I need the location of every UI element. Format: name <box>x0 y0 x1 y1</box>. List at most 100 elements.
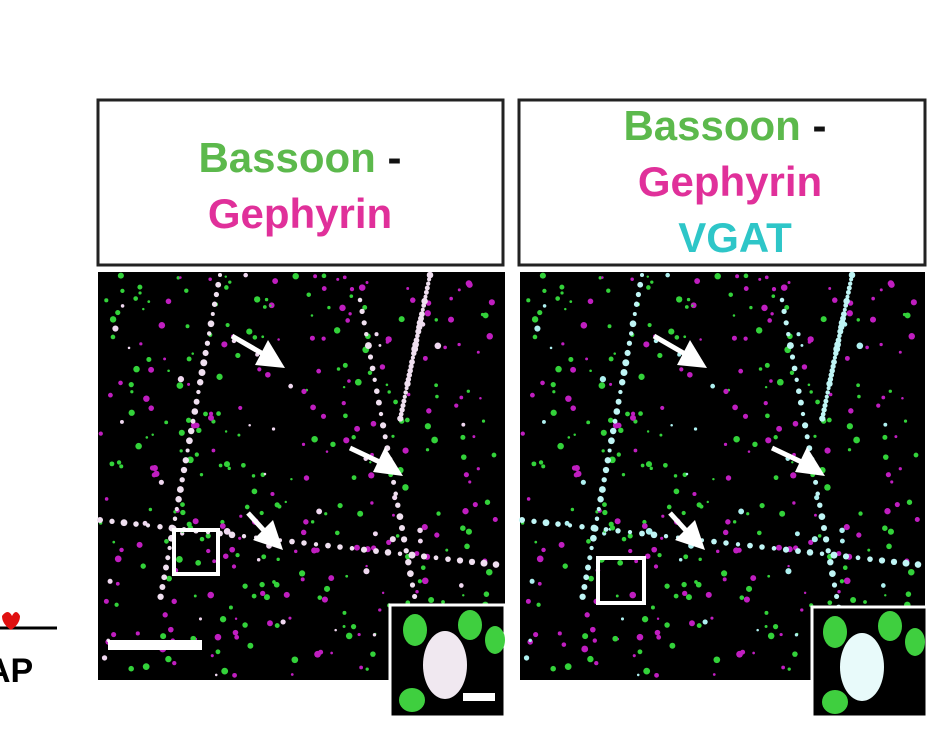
punctum <box>712 673 716 676</box>
punctum <box>702 619 708 625</box>
punctum <box>743 273 749 279</box>
punctum <box>725 519 731 525</box>
punctum <box>342 362 348 368</box>
punctum <box>300 577 305 582</box>
punctum <box>580 479 586 485</box>
punctum <box>276 557 280 562</box>
punctum <box>811 536 818 543</box>
punctum <box>434 318 438 322</box>
punctum <box>759 544 765 550</box>
punctum <box>232 672 237 678</box>
punctum <box>621 536 627 542</box>
punctum <box>327 305 331 310</box>
punctum <box>887 528 894 535</box>
punctum <box>642 519 647 525</box>
punctum <box>555 521 561 527</box>
marker <box>2 612 20 630</box>
punctum <box>290 477 293 481</box>
punctum <box>404 380 411 387</box>
punctum <box>198 369 206 376</box>
punctum <box>228 605 233 610</box>
punctum <box>417 579 423 584</box>
punctum <box>794 531 800 537</box>
punctum <box>654 672 659 678</box>
punctum <box>159 584 166 590</box>
punctum <box>692 491 697 497</box>
punctum <box>449 296 453 301</box>
punctum <box>532 334 538 340</box>
punctum <box>646 285 651 290</box>
punctum <box>128 665 134 672</box>
punctum <box>560 291 564 295</box>
punctum <box>234 617 238 620</box>
punctum <box>813 479 819 485</box>
punctum <box>109 316 117 323</box>
punctum <box>552 390 556 394</box>
punctum <box>679 367 684 372</box>
punctum <box>414 551 420 557</box>
punctum <box>684 305 689 309</box>
punctum <box>637 281 644 288</box>
punctum <box>224 285 229 290</box>
punctum <box>539 272 546 279</box>
punctum <box>267 620 273 627</box>
punctum <box>425 448 430 452</box>
punctum <box>855 555 861 561</box>
punctum <box>462 594 465 597</box>
punctum <box>903 419 908 423</box>
punctum <box>133 521 139 527</box>
punctum <box>396 513 404 520</box>
punctum <box>526 497 531 501</box>
punctum <box>435 394 439 399</box>
punctum <box>720 570 728 577</box>
punctum <box>135 442 142 450</box>
punctum <box>359 665 364 670</box>
punctum <box>162 612 168 618</box>
punctum <box>212 559 217 564</box>
punctum <box>345 574 349 578</box>
punctum <box>780 284 788 291</box>
punctum <box>847 448 852 452</box>
punctum <box>531 461 537 467</box>
punctum <box>673 488 680 495</box>
punctum <box>336 277 340 281</box>
punctum <box>426 271 434 279</box>
punctum <box>820 316 827 323</box>
punctum <box>794 633 799 637</box>
punctum <box>736 650 743 658</box>
punctum <box>243 272 248 278</box>
punctum <box>216 411 221 416</box>
punctum <box>415 333 420 339</box>
punctum <box>525 598 531 604</box>
punctum <box>743 596 750 603</box>
punctum <box>176 555 183 563</box>
punctum <box>117 272 124 279</box>
punctum <box>369 365 376 372</box>
punctum <box>378 608 382 612</box>
punctum <box>109 518 115 525</box>
punctum <box>902 559 910 567</box>
punctum <box>712 477 715 481</box>
punctum <box>761 304 768 312</box>
punctum <box>133 296 139 301</box>
punctum <box>842 307 847 312</box>
punctum <box>663 462 668 468</box>
punctum <box>575 470 582 477</box>
punctum <box>364 342 372 350</box>
punctum <box>683 554 689 560</box>
punctum <box>401 398 407 404</box>
punctum <box>533 631 539 638</box>
punctum <box>372 377 377 382</box>
punctum <box>324 512 328 516</box>
punctum <box>771 294 776 299</box>
punctum <box>283 591 290 598</box>
punctum <box>426 281 431 286</box>
punctum <box>277 504 282 509</box>
punctum <box>842 553 850 560</box>
punctum <box>354 425 361 432</box>
punctum <box>537 581 542 586</box>
punctum <box>328 575 335 582</box>
punctum <box>491 452 497 458</box>
punctum <box>175 496 182 503</box>
punctum <box>426 408 432 414</box>
